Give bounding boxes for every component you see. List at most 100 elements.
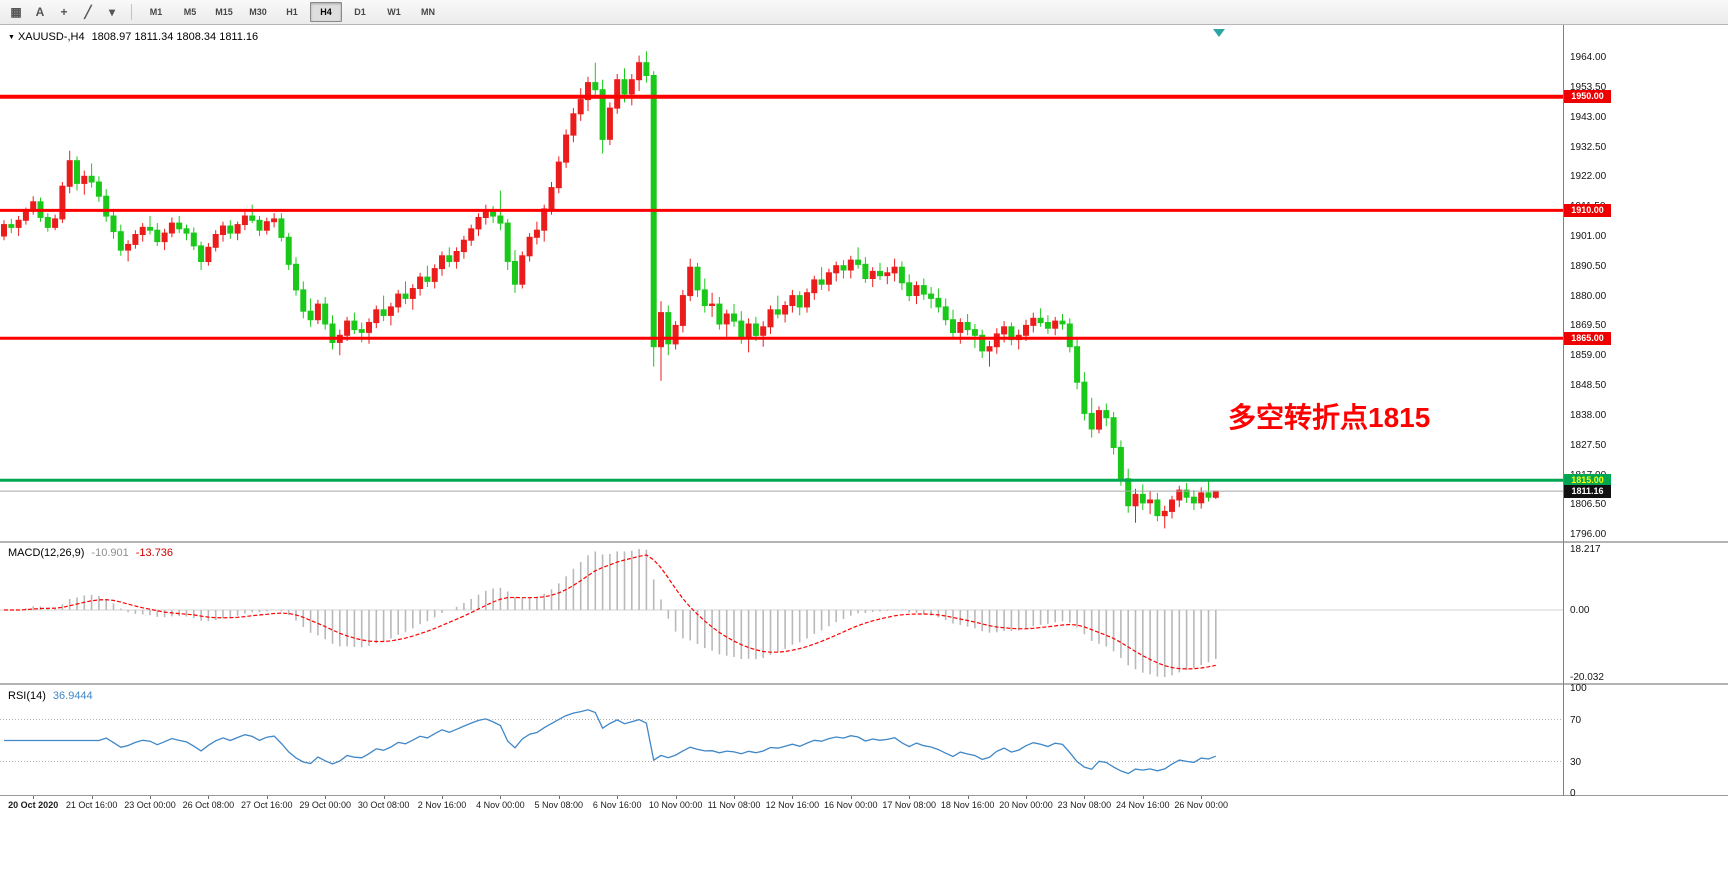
timeframe-mn[interactable]: MN	[421, 7, 435, 17]
time-axis[interactable]: 20 Oct 2020 21 Oct 16:00 23 Oct 00:00 26 Oc…	[0, 796, 1563, 813]
time-tick	[1084, 796, 1086, 799]
time-label: 20 Nov 00:00	[999, 800, 1053, 810]
rsi-label: RSI(14) 36.9444	[8, 690, 93, 702]
timeframe-h4[interactable]: H4	[310, 2, 342, 22]
rsi-scale-label: 70	[1570, 714, 1582, 726]
chart-annotation-text: 多空转折点1815	[1228, 402, 1431, 433]
price-scale-label: 1859.00	[1570, 350, 1607, 362]
price-badge-1815.00: 1815.00	[1564, 473, 1611, 487]
price-scale-label: 1890.50	[1570, 260, 1607, 272]
time-tick	[617, 796, 619, 799]
symbol-caret-icon[interactable]: ▼	[8, 34, 15, 41]
price-scale-label: 1932.50	[1570, 141, 1607, 153]
price-badge-1910.00: 1910.00	[1564, 203, 1611, 217]
price-scale-label: 1953.50	[1570, 81, 1607, 93]
time-axis-separator	[0, 795, 1728, 796]
timeframe-switcher: M1 M5 M15 M30 H1 H4 D1 W1 MN	[139, 0, 445, 24]
timeframe-d1[interactable]: D1	[354, 7, 366, 17]
time-tick	[850, 796, 852, 799]
time-tick	[675, 796, 677, 799]
dropdown-chevron-icon[interactable]: ▾	[108, 5, 116, 19]
time-tick	[208, 796, 210, 799]
price-scale-label: 1901.00	[1570, 230, 1607, 242]
macd-signal-line	[4, 554, 1216, 670]
chart-window-icon[interactable]: ▦	[10, 5, 22, 19]
timeframe-w1[interactable]: W1	[387, 7, 401, 17]
panel-separator[interactable]	[0, 541, 1728, 543]
rsi-title: RSI(14)	[8, 690, 46, 702]
time-label: 26 Nov 00:00	[1174, 800, 1228, 810]
time-tick	[792, 796, 794, 799]
timeframe-m5[interactable]: M5	[183, 7, 197, 17]
price-badge-1865.00: 1865.00	[1564, 331, 1611, 345]
time-tick	[442, 796, 443, 799]
macd-indicator-panel[interactable]	[0, 543, 1563, 683]
price-scale-label: 1848.50	[1570, 380, 1607, 391]
time-tick	[1026, 796, 1027, 799]
price-scale-label: 1796.00	[1570, 529, 1607, 541]
macd-signal-value: -13.736	[135, 547, 174, 559]
rsi-line	[4, 709, 1217, 775]
price-scale-label: 1964.00	[1570, 52, 1607, 63]
price-scale-label: 1880.00	[1570, 290, 1607, 302]
time-label: 30 Oct 08:00	[357, 800, 410, 810]
time-tick	[1201, 796, 1203, 799]
rsi-indicator-panel[interactable]	[0, 686, 1563, 795]
trendline-icon[interactable]: ╱	[84, 5, 92, 19]
macd-scale-max: 18.217	[1570, 544, 1601, 555]
timeframe-m1[interactable]: M1	[149, 7, 163, 17]
time-tick	[33, 796, 35, 799]
time-label: 26 Oct 08:00	[182, 800, 235, 810]
time-label: 17 Nov 08:00	[882, 800, 936, 810]
timeframe-h1[interactable]: H1	[286, 7, 298, 17]
price-scale-label: 1943.00	[1570, 111, 1607, 123]
time-tick	[734, 796, 735, 799]
symbol-timeframe-label: XAUUSD-,H4	[17, 31, 85, 43]
macd-title: MACD(12,26,9)	[8, 547, 85, 559]
price-scale-label: 1922.00	[1570, 171, 1607, 183]
macd-label: MACD(12,26,9) -10.901 -13.736	[8, 547, 173, 559]
toolbar-separator	[131, 4, 132, 20]
time-label: 23 Nov 08:00	[1057, 800, 1112, 810]
price-scale-label: 1827.50	[1570, 439, 1607, 451]
time-label: 11 Nov 08:00	[707, 800, 761, 810]
time-tick	[909, 796, 911, 799]
macd-scale-zero: 0.00	[1570, 605, 1590, 616]
time-label: 12 Nov 16:00	[765, 800, 820, 810]
time-label: 20 Oct 2020	[8, 800, 59, 810]
price-badge-1811.16: 1811.16	[1564, 484, 1611, 498]
time-tick	[383, 796, 385, 799]
time-label: 27 Oct 16:00	[241, 800, 293, 810]
time-label: 2 Nov 16:00	[417, 800, 467, 810]
text-label-icon[interactable]: A	[35, 5, 45, 19]
time-tick	[500, 796, 502, 799]
time-label: 4 Nov 00:00	[476, 800, 525, 810]
time-tick	[325, 796, 327, 799]
timeframe-m15[interactable]: M15	[215, 7, 233, 17]
chart-shift-marker-icon	[1213, 29, 1225, 37]
candlestick-chart[interactable]	[0, 25, 1563, 541]
timeframe-m30[interactable]: M30	[249, 7, 267, 17]
rsi-scale-label: 100	[1570, 683, 1587, 694]
time-tick	[967, 796, 969, 799]
time-label: 10 Nov 00:00	[648, 800, 703, 810]
crosshair-icon[interactable]: +	[60, 5, 68, 19]
toolbar-icon-group: ▦ A + ╱ ▾	[4, 0, 124, 24]
price-badge-1950.00: 1950.00	[1564, 90, 1611, 104]
price-scale-label: 1806.50	[1570, 499, 1607, 511]
panel-separator[interactable]	[0, 683, 1728, 685]
macd-value: -10.901	[91, 547, 129, 559]
ohlc-values: 1808.97 1811.34 1808.34 1811.16	[91, 31, 259, 43]
rsi-scale-label: 0	[1570, 788, 1576, 799]
chart-toolbar: ▦ A + ╱ ▾ M1 M5 M15 M30 H1 H4 D1 W1 MN	[0, 0, 1728, 25]
price-axis[interactable]: 1964.001953.501943.001932.501922.001911.…	[1563, 25, 1728, 799]
time-label: 21 Oct 16:00	[65, 800, 118, 810]
time-tick	[1142, 796, 1144, 799]
time-label: 23 Oct 00:00	[124, 800, 176, 810]
time-label: 16 Nov 00:00	[824, 800, 878, 810]
price-scale-label: 1838.00	[1570, 409, 1607, 421]
time-label: 5 Nov 08:00	[534, 800, 584, 810]
time-tick	[558, 796, 560, 799]
time-label: 24 Nov 16:00	[1116, 800, 1170, 810]
time-label: 29 Oct 00:00	[299, 800, 351, 810]
